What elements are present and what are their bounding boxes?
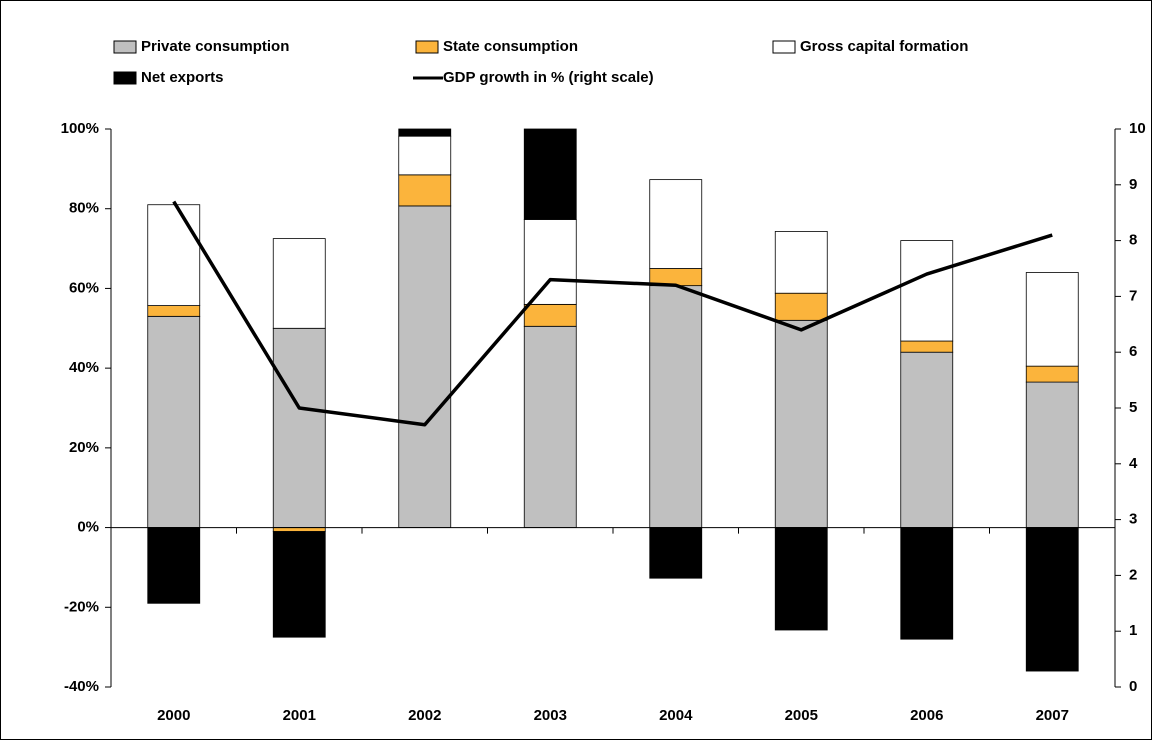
y2-tick-label: 7: [1129, 287, 1137, 304]
legend-label: Net exports: [141, 69, 224, 86]
bar-segment: [523, 325, 577, 528]
y2-tick-label: 9: [1129, 176, 1137, 193]
bar-segment: [649, 527, 703, 579]
y-tick-label: 0%: [77, 519, 99, 536]
bar-segment: [900, 527, 954, 640]
bar-segment: [272, 238, 326, 329]
bar-segment: [1025, 381, 1079, 528]
bar-segment: [523, 219, 577, 305]
x-tick-label: 2005: [785, 707, 818, 724]
y2-tick-label: 10: [1129, 120, 1146, 137]
legend-swatch: [113, 71, 137, 85]
bar-segment: [523, 303, 577, 327]
bar-segment: [1025, 527, 1079, 672]
x-tick-label: 2004: [659, 707, 693, 724]
bar-segment: [649, 179, 703, 269]
bar-segment: [398, 174, 452, 207]
y2-tick-label: 6: [1129, 343, 1137, 360]
y2-tick-label: 2: [1129, 566, 1137, 583]
legend-swatch: [415, 40, 439, 54]
bar-segment: [900, 351, 954, 528]
bar-segment: [272, 531, 326, 638]
y2-tick-label: 4: [1129, 455, 1138, 472]
bar-segment: [398, 135, 452, 176]
y-tick-label: 60%: [69, 279, 99, 296]
legend-swatch: [113, 40, 137, 54]
legend-label: GDP growth in % (right scale): [443, 69, 654, 86]
bar-segment: [147, 527, 201, 604]
bar-segment: [900, 240, 954, 342]
legend-label: State consumption: [443, 38, 578, 55]
bar-segment: [774, 319, 828, 528]
y-tick-label: -40%: [64, 678, 99, 695]
y2-tick-label: 8: [1129, 232, 1137, 249]
x-tick-label: 2006: [910, 707, 943, 724]
bar-segment: [900, 340, 954, 353]
bar-segment: [147, 305, 201, 317]
x-tick-label: 2007: [1036, 707, 1069, 724]
bar-segment: [649, 285, 703, 528]
y-tick-label: 80%: [69, 200, 99, 217]
legend-label: Gross capital formation: [800, 38, 968, 55]
y-tick-label: 20%: [69, 439, 99, 456]
bar-segment: [147, 204, 201, 306]
y2-tick-label: 5: [1129, 399, 1137, 416]
bar-segment: [272, 327, 326, 528]
x-tick-label: 2001: [283, 707, 316, 724]
bar-segment: [523, 128, 577, 220]
bar-segment: [147, 315, 201, 528]
y-tick-label: -20%: [64, 598, 99, 615]
x-tick-label: 2002: [408, 707, 441, 724]
bar-segment: [398, 128, 452, 137]
x-tick-label: 2000: [157, 707, 190, 724]
y2-tick-label: 1: [1129, 622, 1137, 639]
bar-segment: [272, 527, 326, 532]
bar-segment: [1025, 365, 1079, 383]
bar-segment: [774, 231, 828, 294]
legend-swatch: [772, 40, 796, 54]
y-tick-label: 100%: [61, 120, 99, 137]
bar-segment: [1025, 272, 1079, 367]
y-tick-label: 40%: [69, 359, 99, 376]
y2-tick-label: 0: [1129, 678, 1137, 695]
legend-label: Private consumption: [141, 38, 289, 55]
gdp-line: [172, 200, 1053, 427]
bar-segment: [398, 205, 452, 528]
x-tick-label: 2003: [534, 707, 567, 724]
bar-segment: [774, 292, 828, 321]
bar-segment: [774, 527, 828, 631]
y2-tick-label: 3: [1129, 511, 1137, 528]
